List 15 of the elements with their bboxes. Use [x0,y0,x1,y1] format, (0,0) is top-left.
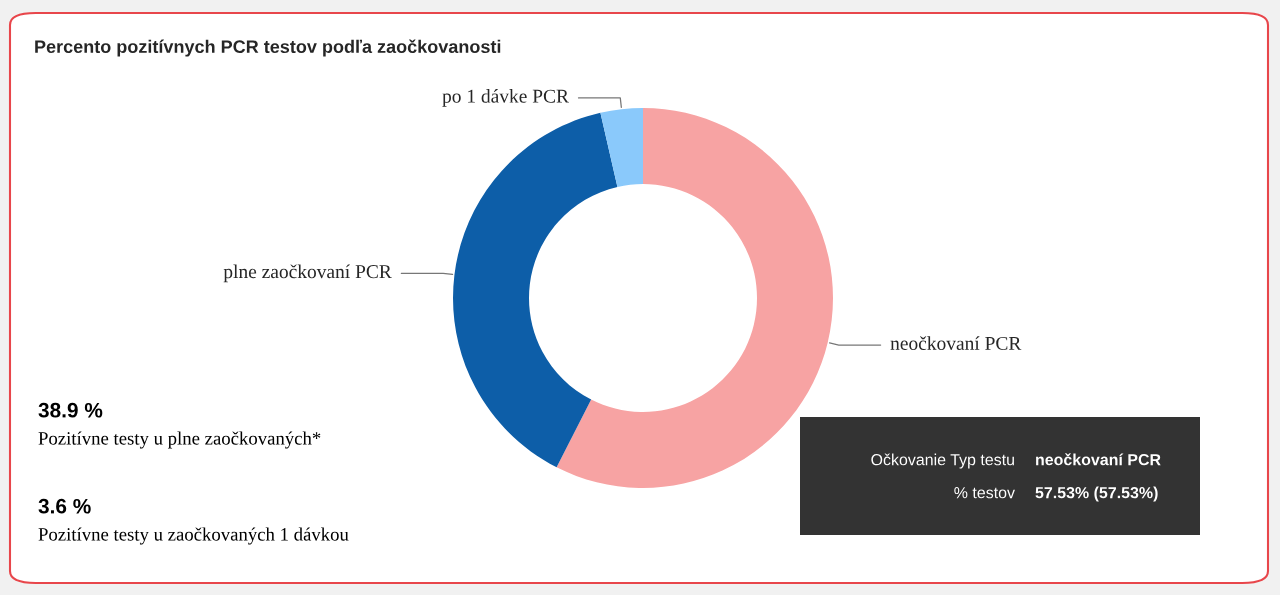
text: % testov [954,487,1015,499]
donut-slice [556,108,833,488]
slice-label: neočkovaní PCR [890,336,1022,350]
text: neočkovaní PCR [1036,453,1161,466]
text: 57.53% (57.53%) [1035,486,1158,502]
text: Pozitívne testy u plne zaočkovaných* [38,431,321,449]
donut-slice [600,108,643,187]
slice-label: plne zaočkovaní PCR [223,264,392,283]
text: Očkovanie Typ testu [871,453,1014,469]
text: 3.6 % [38,498,91,514]
text: 38.9 % [38,402,103,418]
donut-slice [453,112,618,468]
chart-title: Percento pozitívnych PCR testov podľa zaočkovanosti [35,39,501,57]
slice-label: po 1 dávke PCR [442,89,569,107]
text: Pozitívne testy u zaočkovaných 1 dávkou [38,527,349,545]
